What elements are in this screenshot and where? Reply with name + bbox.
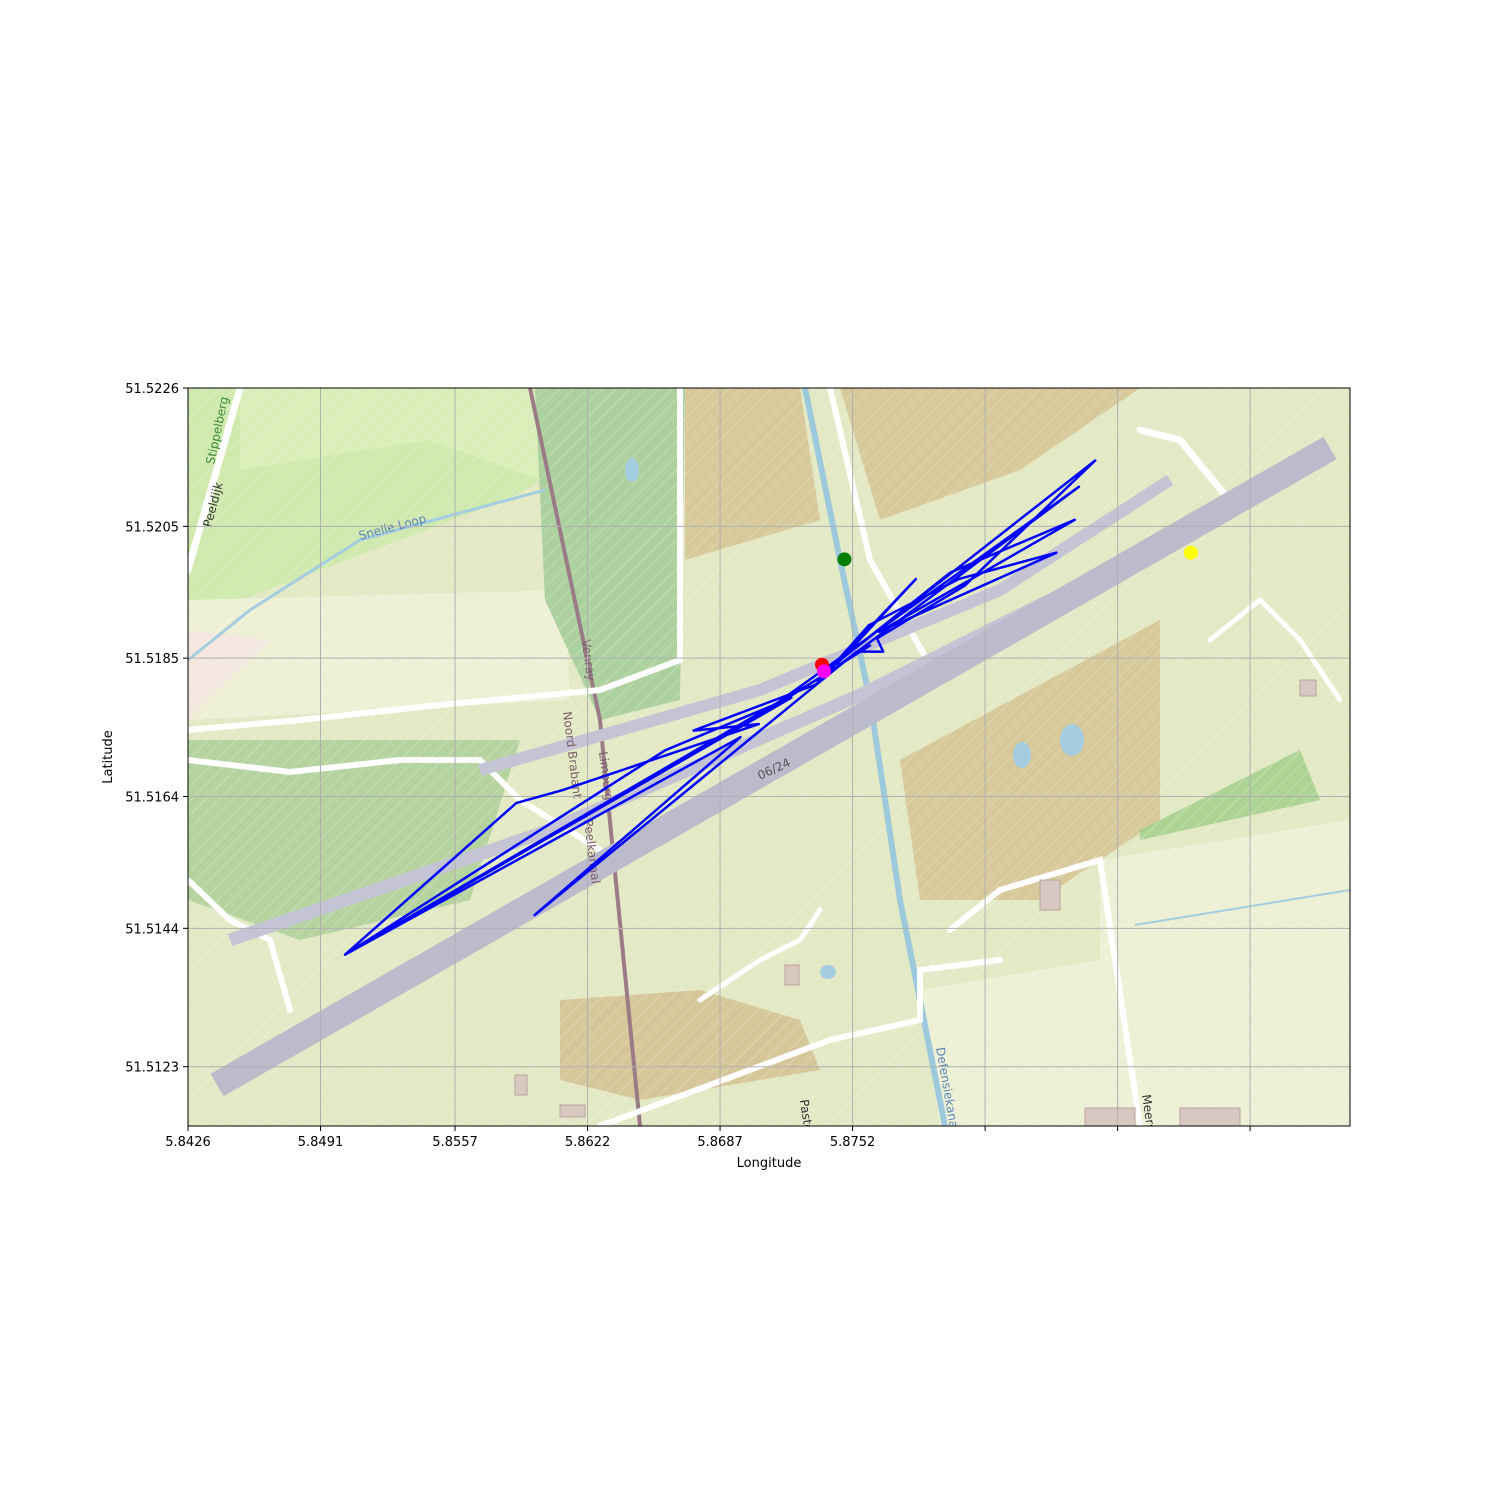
x-tick-label: 5.8687 xyxy=(697,1135,743,1150)
y-tick-label: 51.5123 xyxy=(125,1061,179,1076)
y-axis-label: Latitude xyxy=(101,730,116,784)
markers xyxy=(815,545,1198,679)
x-tick-label: 5.8491 xyxy=(298,1135,344,1150)
venray-label: Venray xyxy=(579,639,598,682)
x-axis-ticks: 5.8426 5.8491 5.8557 5.8622 5.8687 5.8752 xyxy=(165,1126,1251,1150)
snelle-loop-stream xyxy=(188,488,546,662)
y-axis-ticks: 51.5123 51.5144 51.5164 51.5185 51.5205 51.52… xyxy=(125,382,188,1076)
x-tick-label: 5.8622 xyxy=(565,1135,611,1150)
pond xyxy=(1060,724,1084,756)
marker-yellow xyxy=(1183,545,1198,560)
stream xyxy=(1134,889,1350,926)
y-tick-label: 51.5164 xyxy=(125,791,179,806)
runway xyxy=(210,436,1337,1097)
y-tick-label: 51.5144 xyxy=(125,922,179,937)
flight-track xyxy=(343,459,1097,956)
pond xyxy=(625,458,639,482)
marker-magenta xyxy=(817,664,832,679)
y-tick-label: 51.5205 xyxy=(125,520,179,535)
y-tick-label: 51.5185 xyxy=(125,652,179,667)
buildings xyxy=(514,679,1317,1126)
axes-frame xyxy=(187,387,1351,1127)
track-line xyxy=(343,459,1097,956)
taxiway xyxy=(478,474,1174,776)
railway xyxy=(528,388,642,1126)
x-tick-label: 5.8426 xyxy=(165,1135,211,1150)
x-tick-label: 5.8752 xyxy=(830,1135,876,1150)
x-tick-label: 5.8557 xyxy=(432,1135,478,1150)
pond xyxy=(1013,742,1031,768)
pond xyxy=(820,965,836,979)
meerseweg-label: Meers xyxy=(1139,1093,1158,1131)
y-tick-label: 51.5226 xyxy=(125,382,179,397)
roads xyxy=(188,388,1343,1126)
basemap[interactable]: Stippelberg Peeldijk Snelle Loop Venray … xyxy=(188,388,1350,1140)
pastoor-label: Pasto xyxy=(797,1098,815,1132)
marker-green xyxy=(837,552,852,567)
x-axis-label: Longitude xyxy=(737,1156,802,1171)
